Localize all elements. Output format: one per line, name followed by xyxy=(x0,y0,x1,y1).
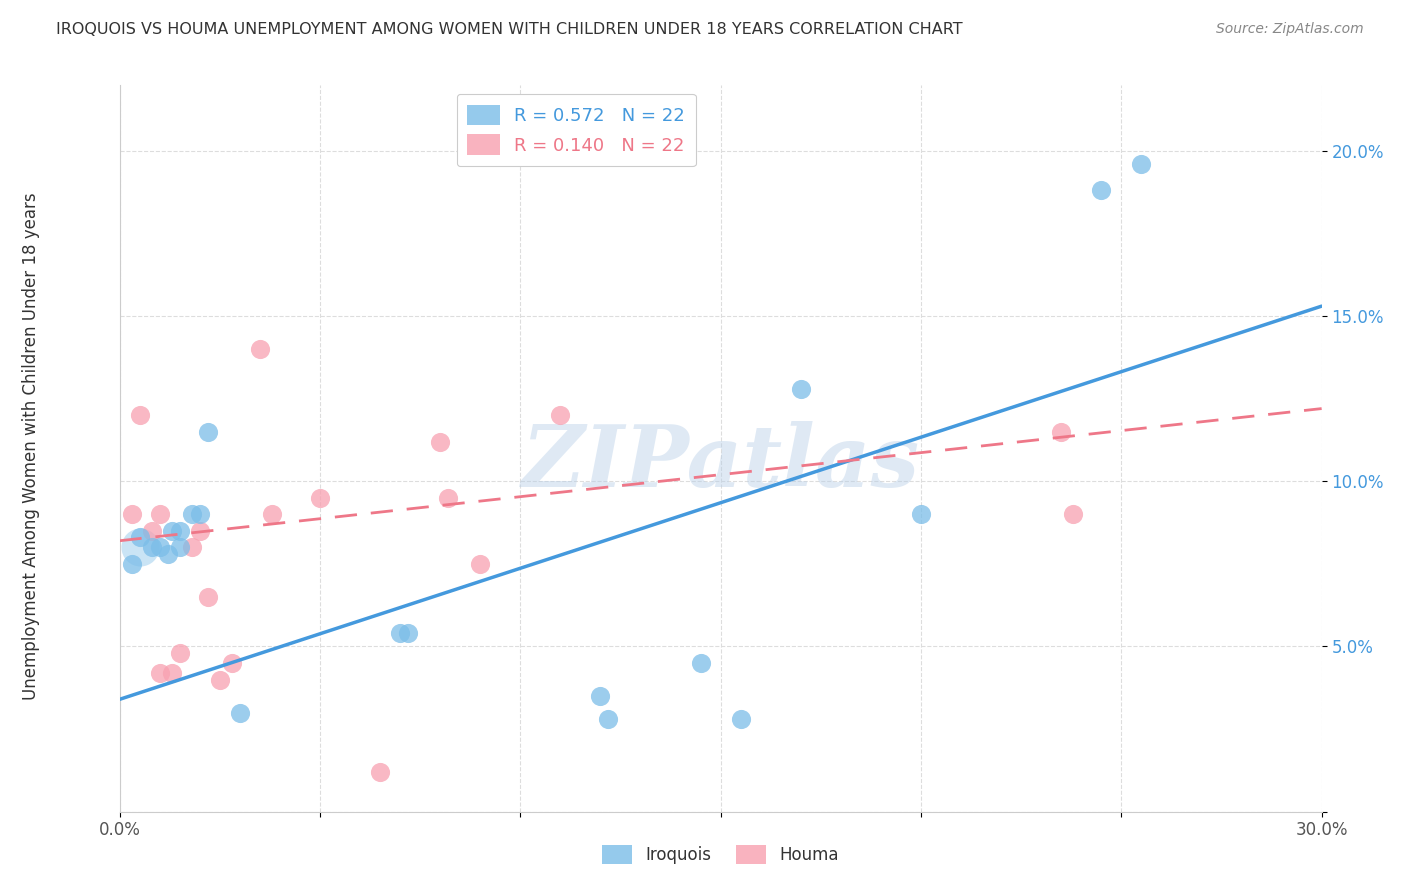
Point xyxy=(169,646,191,660)
Point xyxy=(221,656,243,670)
Point xyxy=(589,689,612,703)
Point xyxy=(160,524,183,538)
Point xyxy=(790,382,813,396)
Point xyxy=(208,673,231,687)
Point xyxy=(388,626,412,640)
Point xyxy=(550,408,572,422)
Point xyxy=(141,524,163,538)
Text: IROQUOIS VS HOUMA UNEMPLOYMENT AMONG WOMEN WITH CHILDREN UNDER 18 YEARS CORRELAT: IROQUOIS VS HOUMA UNEMPLOYMENT AMONG WOM… xyxy=(56,22,963,37)
Point xyxy=(160,665,183,680)
Point xyxy=(429,434,451,449)
Text: Source: ZipAtlas.com: Source: ZipAtlas.com xyxy=(1216,22,1364,37)
Point xyxy=(149,508,172,522)
Point xyxy=(689,656,711,670)
Point xyxy=(396,626,419,640)
Point xyxy=(1050,425,1073,439)
Point xyxy=(1062,508,1084,522)
Point xyxy=(197,590,219,604)
Point xyxy=(1130,157,1153,171)
Point xyxy=(121,508,143,522)
Point xyxy=(188,508,211,522)
Point xyxy=(468,557,492,571)
Point xyxy=(197,425,219,439)
Point xyxy=(598,712,620,726)
Point xyxy=(141,541,163,555)
Text: ZIPatlas: ZIPatlas xyxy=(522,421,920,505)
Point xyxy=(128,541,150,555)
Point xyxy=(730,712,752,726)
Point xyxy=(128,408,150,422)
Point xyxy=(169,524,191,538)
Legend: Iroquois, Houma: Iroquois, Houma xyxy=(593,837,848,872)
Point xyxy=(188,524,211,538)
Point xyxy=(260,508,283,522)
Point xyxy=(149,541,172,555)
Text: Unemployment Among Women with Children Under 18 years: Unemployment Among Women with Children U… xyxy=(22,192,39,700)
Point xyxy=(156,547,179,561)
Point xyxy=(228,706,252,720)
Point xyxy=(437,491,460,505)
Point xyxy=(910,508,932,522)
Point xyxy=(169,541,191,555)
Point xyxy=(121,557,143,571)
Point xyxy=(180,541,202,555)
Point xyxy=(368,765,391,780)
Point xyxy=(180,508,202,522)
Point xyxy=(249,342,271,356)
Point xyxy=(309,491,332,505)
Point xyxy=(128,531,150,545)
Point xyxy=(149,665,172,680)
Point xyxy=(1090,184,1112,198)
